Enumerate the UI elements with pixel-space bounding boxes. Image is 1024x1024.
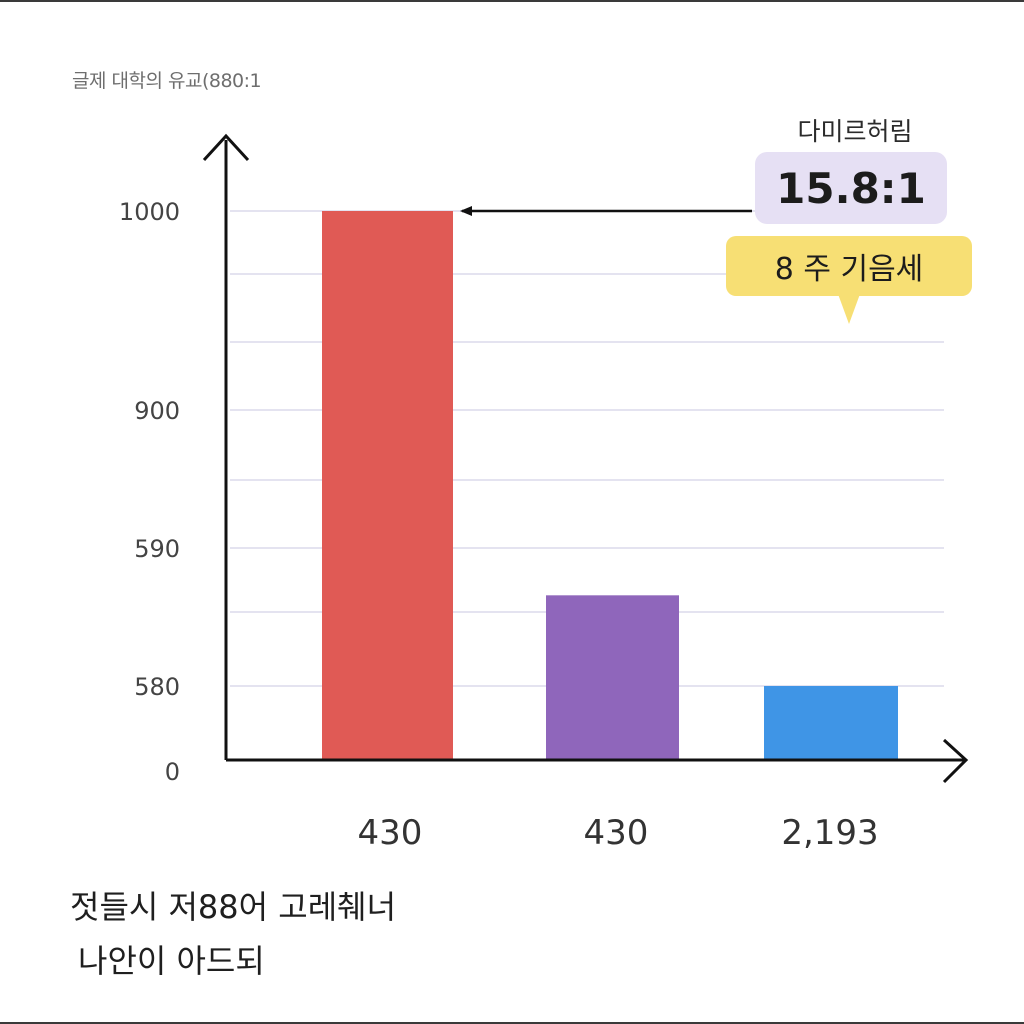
callout-text: 8 주 기음세 bbox=[774, 252, 924, 287]
y-tick-label: 590 bbox=[134, 535, 180, 563]
annotation-value: 15.8:1 bbox=[776, 163, 926, 213]
x-tick-label: 430 bbox=[358, 813, 423, 853]
bar-1 bbox=[322, 211, 453, 760]
x-tick-label: 2,193 bbox=[781, 813, 878, 853]
y-tick-label: 900 bbox=[134, 397, 180, 425]
annotation-value-box: 15.8:1 bbox=[755, 152, 947, 224]
annotation-label: 다미르허림 bbox=[797, 117, 913, 146]
caption-line-2: 나안이 아드되 bbox=[78, 942, 265, 980]
x-tick-label: 430 bbox=[584, 813, 649, 853]
y-axis-arrow bbox=[202, 133, 250, 162]
bar-2 bbox=[546, 595, 679, 760]
y-tick-label: 0 bbox=[165, 758, 180, 786]
y-tick-label: 1000 bbox=[119, 198, 180, 226]
x-axis-arrow bbox=[942, 738, 969, 784]
bar-3 bbox=[764, 686, 898, 760]
y-tick-label: 580 bbox=[134, 673, 180, 701]
caption-line-1: 젓들시 저88어 고레췌너 bbox=[70, 888, 397, 926]
chart-title: 글제 대학의 유교(880:1 bbox=[72, 70, 262, 92]
callout-bubble: 8 주 기음세 bbox=[726, 236, 972, 296]
callout-tail bbox=[838, 294, 860, 324]
